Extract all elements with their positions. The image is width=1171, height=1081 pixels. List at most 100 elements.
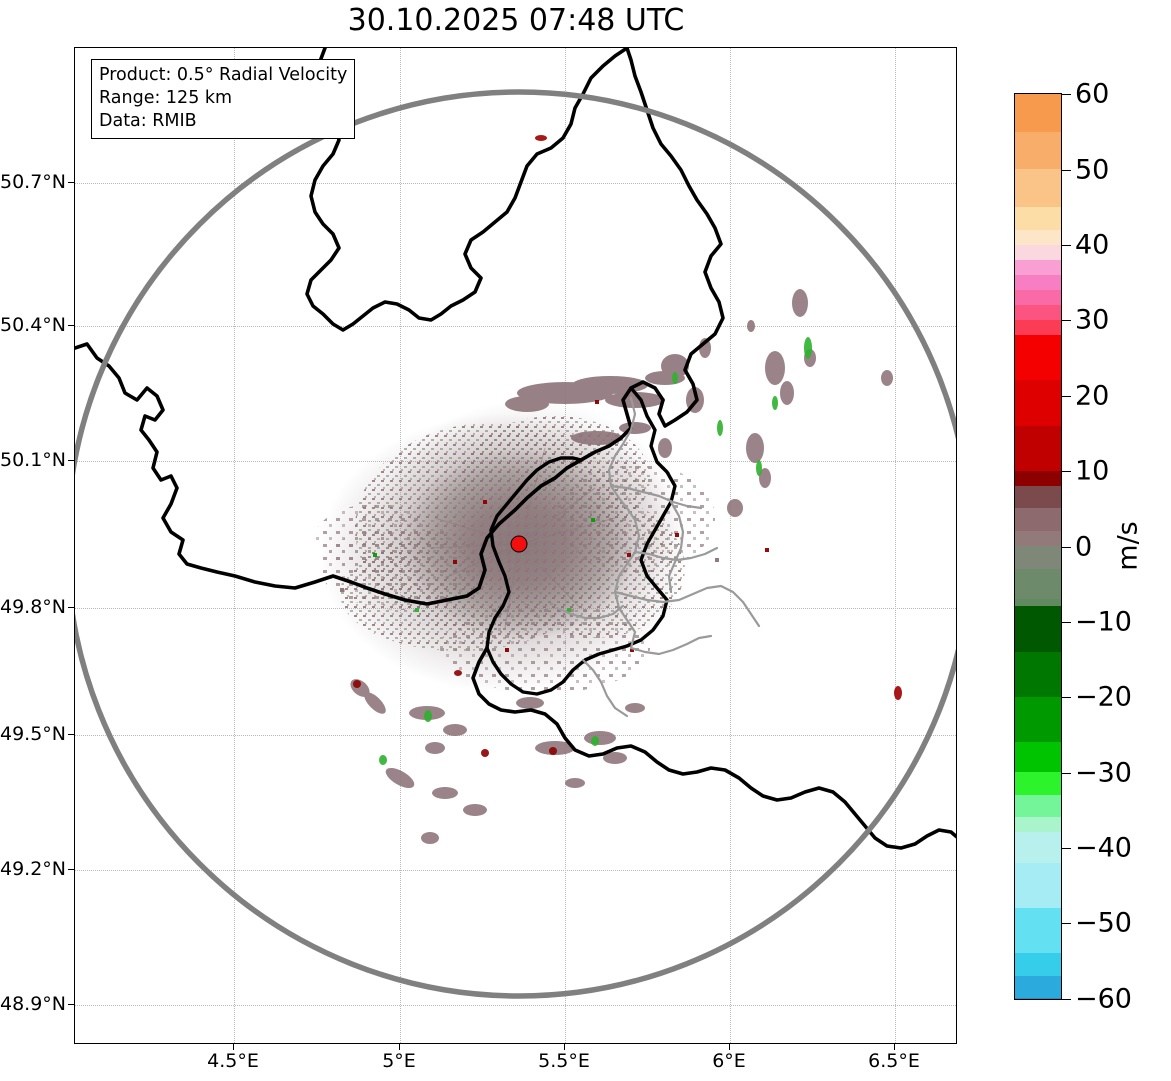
colorbar-tick-40 (1062, 245, 1071, 247)
xlabel-5.5: 5.5°E (538, 1050, 590, 1072)
colorbar-label--10: −10 (1075, 606, 1132, 638)
colorbar-label-0: 0 (1075, 531, 1093, 562)
colorbar-band-40 (1015, 244, 1061, 260)
xtick-6 (729, 1044, 730, 1050)
ytick-50.7 (68, 182, 74, 183)
radar-plot[interactable]: Product: 0.5° Radial Velocity Range: 125… (74, 47, 957, 1044)
colorbar-label-40: 40 (1075, 229, 1110, 261)
ylabel-50.1: 50.1°N (0, 449, 67, 471)
colorbar-band--48 (1015, 907, 1061, 953)
xtick-5 (399, 1044, 400, 1050)
colorbar-tick--20 (1062, 697, 1071, 699)
colorbar-band-30 (1015, 320, 1061, 336)
page-title: 30.10.2025 07:48 UTC (347, 3, 685, 38)
xlabel-6: 6°E (712, 1050, 746, 1072)
ylabel-50.7: 50.7°N (0, 171, 67, 193)
colorbar-band-36 (1015, 274, 1061, 290)
colorbar-label--60: −60 (1075, 983, 1132, 1015)
colorbar-band-min (1015, 998, 1061, 999)
gridline-lat-48.9 (75, 1005, 956, 1006)
ytick-49.8 (68, 607, 74, 608)
colorbar-tick--10 (1062, 621, 1071, 623)
colorbar-unit-label: m/s (1112, 521, 1144, 571)
colorbar-band-8 (1015, 485, 1061, 509)
colorbar-label--40: −40 (1075, 832, 1132, 864)
ytick-49.5 (68, 734, 74, 735)
gridline-lat-49.2 (75, 870, 956, 871)
colorbar-label-50: 50 (1075, 154, 1110, 186)
gridline-lon-6.5 (895, 48, 896, 1043)
colorbar-band-45 (1015, 207, 1061, 230)
ytick-50.1 (68, 460, 74, 461)
xlabel-4.5: 4.5°E (207, 1050, 259, 1072)
colorbar-band-38 (1015, 259, 1061, 275)
xlabel-5: 5°E (382, 1050, 416, 1072)
ytick-49.2 (68, 869, 74, 870)
info-product: Product: 0.5° Radial Velocity (99, 65, 348, 85)
colorbar-band--20 (1015, 696, 1061, 742)
colorbar-label-10: 10 (1075, 455, 1110, 487)
colorbar-band-28 (1015, 335, 1061, 381)
colorbar-band--8 (1015, 606, 1061, 652)
colorbar-band-2 (1015, 531, 1061, 547)
colorbar-band-22 (1015, 380, 1061, 426)
colorbar-band--38 (1015, 832, 1061, 863)
ylabel-49.5: 49.5°N (0, 723, 67, 745)
colorbar-band-0 (1015, 546, 1061, 569)
gridline-lon-4.5 (234, 48, 235, 1043)
colorbar-tick-0 (1062, 546, 1071, 548)
info-box: Product: 0.5° Radial Velocity Range: 125… (91, 59, 356, 139)
colorbar-band-34 (1015, 289, 1061, 305)
colorbar-label-20: 20 (1075, 380, 1110, 412)
internal-boundaries (555, 396, 761, 718)
range-ring-125km (75, 89, 956, 999)
colorbar-tick--50 (1062, 923, 1071, 925)
radar-site-marker[interactable] (510, 535, 528, 553)
colorbar-band-55 (1015, 131, 1061, 170)
colorbar-tick-10 (1062, 471, 1071, 473)
colorbar-band--30 (1015, 772, 1061, 795)
ytick-48.9 (68, 1004, 74, 1005)
colorbar-tick-20 (1062, 395, 1071, 397)
info-range: Range: 125 km (99, 88, 233, 108)
colorbar-tick--40 (1062, 847, 1071, 849)
colorbar-band--14 (1015, 651, 1061, 697)
colorbar-band-50 (1015, 169, 1061, 208)
colorbar-label--30: −30 (1075, 757, 1132, 789)
ylabel-49.8: 49.8°N (0, 596, 67, 618)
colorbar-band--54 (1015, 952, 1061, 976)
gridline-lat-49.5 (75, 735, 956, 736)
colorbar-tick--60 (1062, 998, 1071, 1000)
colorbar-label-60: 60 (1075, 78, 1110, 110)
gridline-lat-50.7 (75, 183, 956, 184)
colorbar[interactable] (1014, 93, 1062, 1000)
colorbar-band-16 (1015, 425, 1061, 471)
colorbar-tick-30 (1062, 320, 1071, 322)
gridline-lon-6 (730, 48, 731, 1043)
colorbar-label--20: −20 (1075, 681, 1132, 713)
colorbar-band--36 (1015, 817, 1061, 833)
ylabel-48.9: 48.9°N (0, 993, 67, 1015)
xtick-4.5 (233, 1044, 234, 1050)
ylabel-50.4: 50.4°N (0, 314, 67, 336)
ylabel-49.2: 49.2°N (0, 858, 67, 880)
colorbar-band--3 (1015, 568, 1061, 599)
colorbar-band-42 (1015, 229, 1061, 245)
echo-field (315, 135, 902, 844)
colorbar-band-32 (1015, 304, 1061, 321)
gridline-lat-50.4 (75, 326, 956, 327)
colorbar-tick-60 (1062, 94, 1071, 96)
colorbar-label--50: −50 (1075, 907, 1132, 939)
colorbar-tick-50 (1062, 169, 1071, 171)
xtick-6.5 (894, 1044, 895, 1050)
colorbar-band--42 (1015, 862, 1061, 908)
xlabel-6.5: 6.5°E (868, 1050, 920, 1072)
colorbar-tick--30 (1062, 772, 1071, 774)
colorbar-band--26 (1015, 742, 1061, 773)
xtick-5.5 (564, 1044, 565, 1050)
plot-canvas: Product: 0.5° Radial Velocity Range: 125… (75, 48, 956, 1043)
colorbar-band--57 (1015, 975, 1061, 999)
colorbar-band--33 (1015, 794, 1061, 818)
colorbar-band-60 (1015, 94, 1061, 132)
info-data: Data: RMIB (99, 111, 197, 131)
